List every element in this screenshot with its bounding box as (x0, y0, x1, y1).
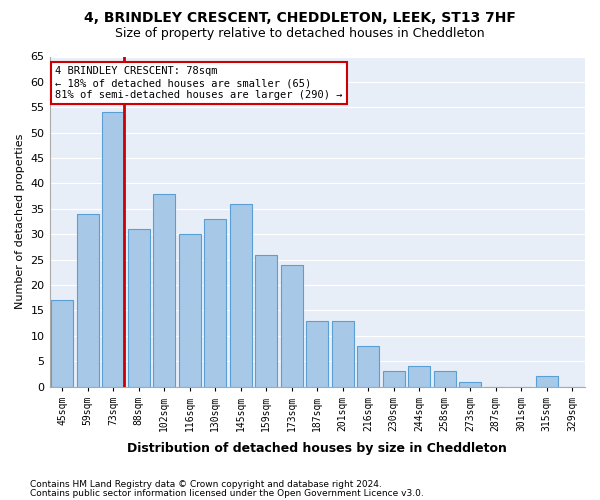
Text: 4 BRINDLEY CRESCENT: 78sqm
← 18% of detached houses are smaller (65)
81% of semi: 4 BRINDLEY CRESCENT: 78sqm ← 18% of deta… (55, 66, 343, 100)
Bar (332, 320, 353, 386)
Text: Contains public sector information licensed under the Open Government Licence v3: Contains public sector information licen… (30, 489, 424, 498)
Bar (179, 234, 200, 386)
Bar (205, 219, 226, 386)
Bar (154, 194, 175, 386)
Bar (128, 229, 149, 386)
Text: Size of property relative to detached houses in Cheddleton: Size of property relative to detached ho… (115, 28, 485, 40)
Bar (230, 204, 251, 386)
Text: 4, BRINDLEY CRESCENT, CHEDDLETON, LEEK, ST13 7HF: 4, BRINDLEY CRESCENT, CHEDDLETON, LEEK, … (84, 12, 516, 26)
Bar (434, 372, 455, 386)
Bar (52, 300, 73, 386)
Bar (77, 214, 98, 386)
Bar (460, 382, 481, 386)
Bar (358, 346, 379, 387)
Bar (383, 372, 404, 386)
Bar (409, 366, 430, 386)
Bar (256, 254, 277, 386)
Bar (307, 320, 328, 386)
X-axis label: Distribution of detached houses by size in Cheddleton: Distribution of detached houses by size … (127, 442, 507, 455)
Text: Contains HM Land Registry data © Crown copyright and database right 2024.: Contains HM Land Registry data © Crown c… (30, 480, 382, 489)
Bar (103, 112, 124, 386)
Bar (536, 376, 557, 386)
Bar (281, 264, 302, 386)
Y-axis label: Number of detached properties: Number of detached properties (15, 134, 25, 309)
